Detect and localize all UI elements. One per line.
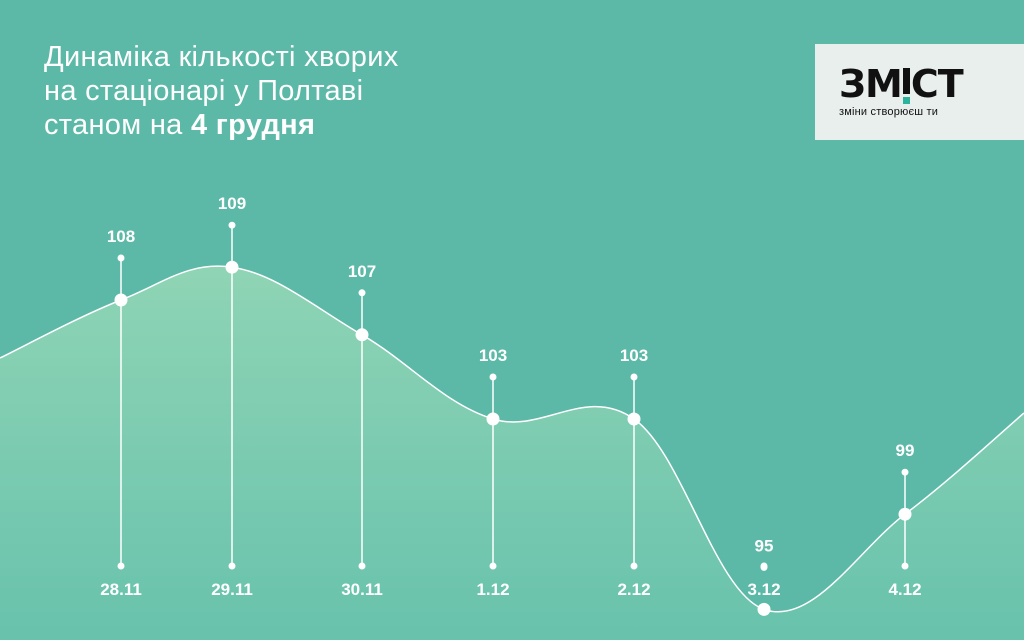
stem-top-dot [630, 373, 638, 381]
value-label: 109 [218, 194, 246, 213]
stem-bottom-dot [117, 562, 125, 570]
logo-exclamation-icon [902, 68, 910, 104]
logo-tagline: зміни створюєш ти [839, 106, 939, 118]
stem-top-dot [489, 373, 497, 381]
stem-bottom-dot [760, 562, 768, 570]
stem-top-dot [358, 289, 366, 297]
x-tick-label: 29.11 [211, 580, 253, 599]
stem-bottom-dot [630, 562, 638, 570]
x-tick-label: 1.12 [476, 580, 509, 599]
title-line-1: Динаміка кількості хворих [44, 41, 399, 73]
value-label: 103 [479, 346, 507, 365]
logo-wordmark: ЗМ СТ [839, 64, 1024, 104]
area-fill [0, 266, 1024, 640]
data-point [898, 507, 912, 521]
stem-bottom-dot [358, 562, 366, 570]
data-point [486, 412, 500, 426]
data-point [627, 412, 641, 426]
logo-word-left: ЗМ [839, 62, 903, 106]
stem-top-dot [901, 468, 909, 476]
stem-top-dot [228, 221, 236, 229]
data-point [114, 293, 128, 307]
value-label: 99 [896, 441, 915, 460]
title-line-3-prefix: станом на [44, 109, 183, 141]
value-label: 108 [107, 227, 135, 246]
value-label: 107 [348, 262, 376, 281]
stem-bottom-dot [901, 562, 909, 570]
zmist-logo[interactable]: ЗМ СТ зміни створюєш ти [815, 44, 1024, 140]
x-tick-label: 3.12 [747, 580, 780, 599]
title-line-2: на стаціонарі у Полтаві [44, 75, 364, 107]
area-line [0, 265, 1024, 613]
data-point [355, 328, 369, 342]
x-tick-label: 30.11 [341, 580, 383, 599]
stem-bottom-dot [228, 562, 236, 570]
data-point [225, 260, 239, 274]
x-tick-label: 4.12 [888, 580, 921, 599]
x-tick-label: 2.12 [617, 580, 650, 599]
value-label: 95 [755, 536, 774, 555]
data-point [757, 602, 771, 616]
chart-title: Динаміка кількості хворих на стаціонарі … [44, 40, 399, 142]
stem-bottom-dot [489, 562, 497, 570]
stem-top-dot [117, 254, 125, 262]
x-tick-label: 28.11 [100, 580, 142, 599]
value-label: 103 [620, 346, 648, 365]
logo-word-right: СТ [910, 62, 964, 106]
title-date: 4 грудня [190, 109, 316, 141]
